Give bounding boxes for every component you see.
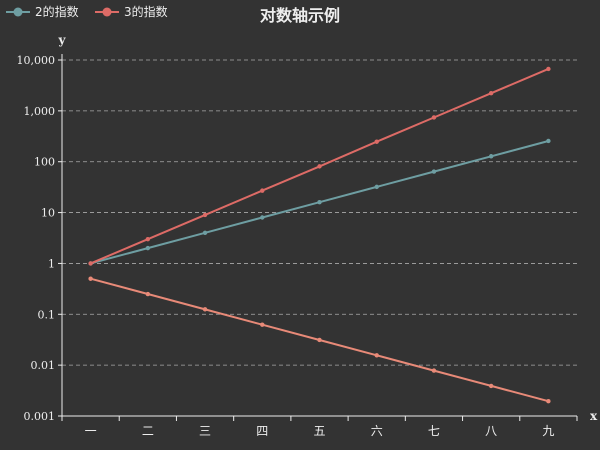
data-point — [488, 383, 494, 389]
chart-title: 对数轴示例 — [260, 6, 340, 25]
data-point — [88, 276, 93, 281]
data-point — [546, 66, 551, 72]
data-point — [202, 307, 208, 312]
legend-label: 2的指数 — [35, 4, 79, 19]
x-tick-label: 九 — [542, 424, 554, 438]
x-tick-label: 五 — [313, 424, 325, 438]
y-tick-label: 1,000 — [24, 105, 56, 118]
data-point — [260, 215, 265, 220]
x-tick-label: 二 — [142, 424, 154, 438]
data-point — [145, 291, 151, 297]
data-point — [202, 230, 208, 236]
series-layer — [88, 66, 551, 404]
legend-marker — [13, 7, 23, 17]
axes — [61, 54, 577, 417]
x-tick-label: 四 — [256, 424, 268, 438]
y-tick-label: 100 — [34, 156, 55, 169]
data-point — [260, 188, 265, 193]
data-point — [88, 261, 93, 266]
data-point — [374, 184, 379, 190]
y-tick-label: 0.001 — [24, 410, 56, 423]
data-point — [317, 337, 322, 343]
legend-marker — [102, 7, 112, 17]
data-point — [145, 236, 151, 242]
grid — [62, 59, 577, 366]
data-point — [431, 115, 437, 120]
x-tick-label: 三 — [199, 424, 211, 438]
legend-label: 3的指数 — [124, 4, 168, 19]
y-tick-label: 0.1 — [38, 308, 56, 321]
data-point — [317, 164, 322, 169]
data-point — [488, 91, 494, 96]
data-point — [431, 169, 437, 174]
x-tick-label: 一 — [85, 424, 97, 438]
legend-item-1: 2的指数 — [6, 4, 79, 19]
data-point — [317, 199, 322, 205]
y-axis-label: y — [58, 33, 67, 47]
x-axis-label: x — [590, 409, 598, 423]
legend-item-2: 3的指数 — [95, 4, 168, 19]
y-tick-label: 0.01 — [31, 359, 56, 372]
x-tick-label: 七 — [428, 424, 440, 438]
data-point — [431, 368, 437, 373]
y-tick-label: 1 — [48, 257, 55, 270]
y-tick-label: 10 — [41, 207, 55, 220]
y-tick-label: 10,000 — [17, 54, 56, 67]
x-tick-label: 六 — [371, 424, 383, 438]
data-point — [202, 212, 208, 218]
data-point — [145, 245, 151, 251]
y-axis-ticks: 0.001 0.01 0.1 1 10 100 1,000 10,000 — [17, 54, 62, 423]
data-point — [546, 399, 551, 404]
data-point — [260, 322, 265, 327]
data-point — [546, 138, 551, 144]
legend: 2的指数 3的指数 — [6, 4, 168, 19]
data-point — [374, 139, 379, 144]
data-point — [374, 353, 379, 358]
x-tick-label: 八 — [485, 424, 497, 438]
data-point — [488, 154, 494, 159]
x-axis-ticks: 一二三四五六七八九 — [61, 416, 578, 438]
